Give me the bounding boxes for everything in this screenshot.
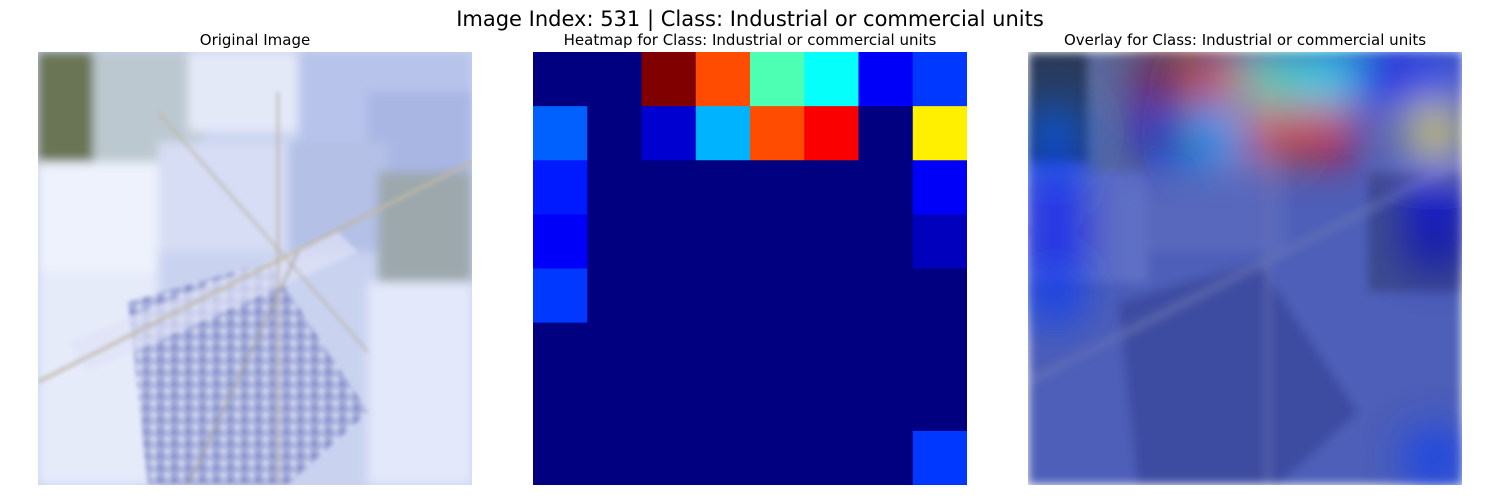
heatmap-cell-r6-c0: [533, 376, 588, 432]
heatmap-cell-r0-c7: [912, 52, 967, 107]
original-image-panel: [38, 52, 472, 485]
overlay-blob-r3-c7: [1405, 211, 1462, 272]
heatmap-cell-r5-c2: [641, 322, 697, 378]
overlay-blob-r1-c0: [1028, 103, 1085, 163]
heatmap-cell-r0-c2: [641, 52, 697, 107]
heatmap-cell-r5-c7: [912, 322, 967, 378]
heatmap-cell-r5-c3: [695, 322, 751, 378]
heatmap-cell-r2-c1: [587, 160, 643, 215]
heatmap-cell-r0-c3: [695, 52, 751, 107]
heatmap-cell-r7-c6: [858, 430, 914, 485]
heatmap-cell-r7-c2: [641, 430, 697, 485]
overlay-blob-r0-c4: [1242, 52, 1302, 109]
overlay-blob-r0-c7: [1405, 52, 1462, 109]
heatmap-title: Heatmap for Class: Industrial or commerc…: [563, 31, 937, 49]
heatmap-cell-r2-c6: [858, 160, 914, 215]
heatmap-cell-r2-c5: [804, 160, 860, 215]
heatmap-cell-r1-c4: [750, 106, 805, 161]
heatmap-cell-r1-c7: [912, 106, 967, 161]
heatmap-cell-r7-c3: [695, 430, 751, 485]
heatmap-cell-r6-c4: [750, 376, 805, 432]
satellite-image: [38, 52, 472, 485]
heatmap-cell-r7-c4: [750, 430, 805, 485]
heatmap-plot: [533, 52, 967, 485]
heatmap-cell-r5-c4: [750, 322, 805, 378]
heatmap-cell-r2-c4: [750, 160, 805, 215]
heatmap-cell-r2-c0: [533, 160, 588, 215]
heatmap-cell-r1-c0: [533, 106, 588, 161]
heatmap-cell-r3-c2: [641, 214, 697, 270]
heatmap-cell-r5-c0: [533, 322, 588, 378]
overlay-blob-r0-c3: [1188, 52, 1248, 109]
overlay-blob-r1-c4: [1242, 103, 1302, 163]
overlay-blob-r0-c5: [1296, 52, 1357, 109]
overlay-blob-r1-c7: [1405, 103, 1462, 163]
heatmap-cell-r2-c2: [641, 160, 697, 215]
heatmap-cell-r1-c5: [804, 106, 860, 161]
heatmap-cell-r4-c0: [533, 268, 588, 324]
heatmap-cell-r3-c5: [804, 214, 860, 270]
heatmap-cell-r2-c7: [912, 160, 967, 215]
heatmap-cell-r6-c1: [587, 376, 643, 432]
heatmap-cell-r3-c1: [587, 214, 643, 270]
overlay-plot: [1028, 52, 1462, 485]
heatmap-cell-r6-c3: [695, 376, 751, 432]
heatmap-cell-r4-c2: [641, 268, 697, 324]
heatmap-cell-r7-c1: [587, 430, 643, 485]
heatmap-cell-r0-c6: [858, 52, 914, 107]
overlay-blob-r0-c6: [1350, 52, 1411, 109]
heatmap-cell-r1-c2: [641, 106, 697, 161]
heatmap-cell-r1-c3: [695, 106, 751, 161]
heatmap-cell-r2-c3: [695, 160, 751, 215]
heatmap-cell-r3-c3: [695, 214, 751, 270]
overlay-blob-r1-c3: [1188, 103, 1248, 163]
heatmap-cell-r5-c1: [587, 322, 643, 378]
original-image-title: Original Image: [199, 31, 311, 49]
heatmap-cell-r3-c0: [533, 214, 588, 270]
overlay-blob-r7-c7: [1405, 428, 1462, 485]
heatmap-cell-r4-c1: [587, 268, 643, 324]
heatmap-cell-r5-c5: [804, 322, 860, 378]
heatmap-cell-r7-c0: [533, 430, 588, 485]
overlay-blob-r2-c0: [1028, 157, 1085, 218]
overlay-panel: [1028, 52, 1462, 485]
heatmap-cell-r4-c7: [912, 268, 967, 324]
heatmap-cell-r1-c1: [587, 106, 643, 161]
heatmap-cell-r3-c6: [858, 214, 914, 270]
heatmap-cell-r4-c4: [750, 268, 805, 324]
overlay-blob-r4-c0: [1028, 265, 1085, 326]
heatmap-cell-r0-c4: [750, 52, 805, 107]
heatmap-cell-r0-c1: [587, 52, 643, 107]
heatmap-cell-r5-c6: [858, 322, 914, 378]
heatmap-cell-r6-c6: [858, 376, 914, 432]
heatmap-cell-r6-c5: [804, 376, 860, 432]
overlay-blob-r2-c7: [1405, 157, 1462, 218]
heatmap-cell-r7-c7: [912, 430, 967, 485]
overlay-title: Overlay for Class: Industrial or commerc…: [1063, 31, 1427, 49]
heatmap-cell-r3-c4: [750, 214, 805, 270]
overlay-heat-layer: [1028, 52, 1462, 485]
overlay-blob-r1-c2: [1133, 103, 1194, 163]
overlay-base-image: [1028, 52, 1462, 485]
heatmap-cell-r0-c0: [533, 52, 588, 107]
heatmap-cell-r1-c6: [858, 106, 914, 161]
heatmap-cell-r3-c7: [912, 214, 967, 270]
heatmap-cell-r0-c5: [804, 52, 860, 107]
heatmap-cell-r6-c2: [641, 376, 697, 432]
figure-suptitle: Image Index: 531 | Class: Industrial or …: [456, 7, 1044, 31]
overlay-blob-r3-c0: [1028, 211, 1085, 272]
heatmap-cell-r6-c7: [912, 376, 967, 432]
overlay-blob-r1-c5: [1296, 103, 1357, 163]
heatmap-cell-r4-c5: [804, 268, 860, 324]
heatmap-panel: [533, 52, 967, 485]
heatmap-cell-r7-c5: [804, 430, 860, 485]
heatmap-cell-r4-c3: [695, 268, 751, 324]
overlay-blob-r0-c2: [1133, 52, 1194, 109]
heatmap-cell-r4-c6: [858, 268, 914, 324]
